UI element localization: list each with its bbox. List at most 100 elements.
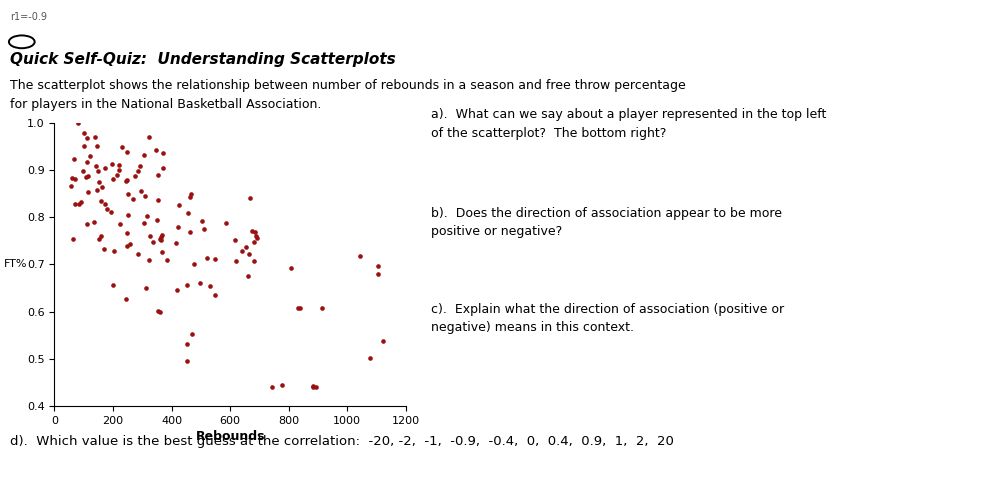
- Point: [283, 264, 299, 272]
- Point: [70, 200, 86, 208]
- Point: [167, 239, 183, 246]
- Point: [66, 175, 82, 183]
- Point: [119, 176, 135, 184]
- Point: [247, 238, 262, 246]
- Point: [169, 286, 185, 294]
- Point: [154, 149, 170, 157]
- Point: [104, 160, 120, 168]
- Point: [79, 220, 95, 228]
- Text: b).  Does the direction of association appear to be more
positive or negative?: b). Does the direction of association ap…: [431, 207, 782, 238]
- Point: [119, 177, 135, 184]
- Point: [65, 235, 81, 243]
- Point: [97, 163, 113, 171]
- Point: [180, 210, 196, 217]
- Point: [89, 186, 105, 194]
- Point: [192, 279, 208, 287]
- Point: [182, 193, 198, 201]
- Point: [109, 171, 125, 179]
- Point: [69, 119, 85, 127]
- Point: [196, 225, 212, 233]
- Point: [248, 228, 263, 236]
- Point: [246, 257, 261, 265]
- Point: [125, 195, 141, 203]
- Point: [91, 178, 107, 186]
- Point: [199, 254, 215, 262]
- Point: [67, 200, 83, 208]
- Point: [93, 233, 109, 241]
- Point: [130, 167, 146, 175]
- Point: [79, 158, 95, 166]
- Point: [240, 272, 255, 280]
- Point: [308, 383, 324, 391]
- Point: [153, 236, 169, 244]
- Text: c).  Explain what the direction of association (positive or
negative) means in t: c). Explain what the direction of associ…: [431, 303, 784, 334]
- Point: [114, 143, 130, 151]
- Point: [182, 228, 198, 236]
- Point: [136, 219, 151, 227]
- Point: [305, 382, 321, 390]
- Point: [74, 168, 90, 176]
- Point: [112, 161, 128, 169]
- Point: [142, 133, 157, 141]
- X-axis label: Rebounds: Rebounds: [195, 430, 265, 443]
- Point: [242, 250, 257, 258]
- Point: [65, 155, 81, 163]
- Point: [99, 205, 115, 213]
- Point: [154, 164, 170, 172]
- Point: [207, 254, 223, 262]
- Point: [89, 142, 105, 150]
- Point: [290, 304, 306, 312]
- Point: [118, 295, 134, 303]
- Point: [91, 235, 107, 243]
- Text: a).  What can we say about a player represented in the top left
of the scatterpl: a). What can we say about a player repre…: [431, 108, 826, 140]
- Point: [184, 331, 200, 338]
- Point: [80, 188, 96, 196]
- Point: [245, 227, 260, 235]
- Point: [136, 151, 151, 159]
- Point: [140, 212, 155, 220]
- Point: [137, 192, 152, 200]
- Point: [93, 197, 109, 205]
- Point: [111, 166, 127, 174]
- Point: [106, 280, 122, 288]
- Point: [97, 200, 113, 208]
- Text: The scatterplot shows the relationship between number of rebounds in a season an: The scatterplot shows the relationship b…: [10, 79, 686, 92]
- Text: for players in the National Basketball Association.: for players in the National Basketball A…: [10, 98, 322, 111]
- Point: [153, 231, 169, 239]
- Point: [370, 270, 386, 278]
- Point: [159, 256, 175, 264]
- Point: [120, 212, 136, 219]
- Point: [73, 198, 89, 206]
- Point: [132, 162, 148, 170]
- Point: [82, 152, 98, 159]
- Point: [152, 235, 168, 243]
- Point: [149, 216, 165, 224]
- Point: [87, 133, 103, 141]
- Point: [77, 174, 93, 182]
- Point: [228, 257, 244, 265]
- Point: [76, 142, 92, 150]
- Point: [106, 246, 122, 254]
- Point: [242, 194, 257, 202]
- Point: [103, 208, 119, 216]
- Point: [274, 381, 290, 389]
- Point: [105, 176, 121, 184]
- Point: [148, 146, 163, 154]
- Text: r1=-0.9: r1=-0.9: [10, 12, 47, 22]
- Point: [122, 240, 138, 248]
- Point: [248, 234, 264, 242]
- Point: [76, 129, 92, 137]
- Point: [305, 383, 321, 391]
- Point: [152, 308, 168, 315]
- Point: [145, 238, 160, 246]
- Point: [149, 196, 165, 204]
- Point: [186, 260, 202, 268]
- Point: [203, 282, 219, 290]
- Point: [150, 171, 166, 179]
- Point: [90, 167, 106, 175]
- Point: [375, 337, 391, 345]
- Point: [207, 291, 223, 299]
- Point: [183, 190, 199, 198]
- Point: [248, 232, 264, 240]
- Point: [79, 134, 95, 142]
